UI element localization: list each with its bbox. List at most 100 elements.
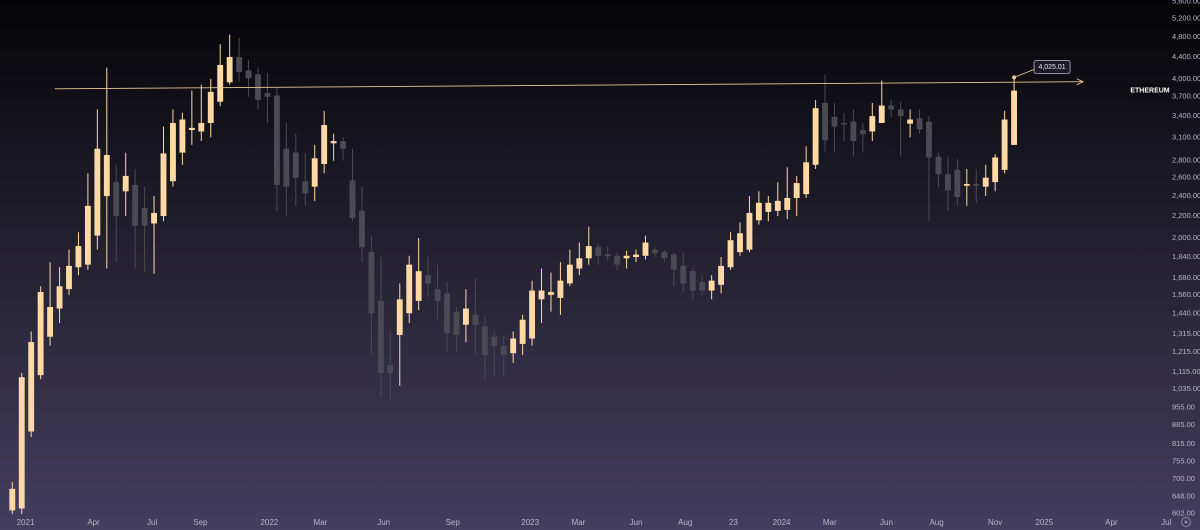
candle-body bbox=[916, 118, 923, 130]
candle-body bbox=[812, 108, 819, 165]
y-tick-label: 2,600.00 bbox=[1172, 173, 1200, 182]
candle-body bbox=[453, 311, 460, 335]
candle-body bbox=[151, 212, 157, 224]
annotation-point bbox=[1012, 75, 1017, 80]
y-tick-label: 4,400.00 bbox=[1172, 52, 1200, 61]
candle-body bbox=[198, 122, 205, 132]
candle-body bbox=[236, 56, 243, 73]
trendline-arrow bbox=[1076, 78, 1085, 86]
candle-body bbox=[793, 183, 800, 198]
candle-body bbox=[273, 95, 280, 185]
annotation-box bbox=[1033, 60, 1071, 74]
y-tick-label: 5,200.00 bbox=[1172, 14, 1200, 23]
candle-body bbox=[670, 254, 677, 270]
candle-body bbox=[765, 202, 772, 212]
candle-body bbox=[207, 91, 214, 123]
candle-body bbox=[406, 264, 413, 314]
y-tick-label: 5,600.00 bbox=[1172, 0, 1200, 6]
candle-body bbox=[944, 174, 951, 191]
x-tick-label: Jun bbox=[630, 518, 643, 527]
candle-body bbox=[831, 116, 838, 127]
candle-body bbox=[349, 180, 356, 219]
y-tick-label: 2,800.00 bbox=[1172, 156, 1200, 165]
y-tick-label: 755.00 bbox=[1172, 456, 1195, 465]
x-tick-label: 2023 bbox=[521, 518, 539, 527]
candle-body bbox=[708, 280, 715, 291]
candle-body bbox=[954, 169, 961, 198]
candle-body bbox=[689, 271, 696, 291]
y-tick-label: 2,200.00 bbox=[1172, 211, 1200, 220]
candle-body bbox=[926, 121, 932, 158]
y-tick-label: 1,315.00 bbox=[1172, 329, 1200, 338]
candle-body bbox=[302, 181, 309, 194]
candle-body bbox=[18, 377, 25, 509]
candle-body bbox=[623, 255, 630, 259]
candle-body bbox=[103, 155, 110, 197]
plot-area: 4,025.01 bbox=[9, 34, 1085, 515]
candle-body bbox=[283, 148, 290, 187]
candle-body bbox=[538, 290, 545, 300]
candle-body bbox=[642, 242, 649, 256]
candle-body bbox=[321, 125, 328, 164]
candle-body bbox=[359, 210, 365, 248]
y-tick-label: 1,035.00 bbox=[1172, 384, 1200, 393]
candle-body bbox=[746, 212, 753, 250]
candle-body bbox=[963, 183, 970, 186]
y-tick-label: 602.00 bbox=[1172, 508, 1195, 517]
candle-body bbox=[841, 122, 847, 125]
candle-body bbox=[992, 157, 999, 183]
y-tick-label: 4,000.00 bbox=[1172, 74, 1200, 83]
candle-body bbox=[1011, 90, 1017, 145]
y-tick-label: 648.00 bbox=[1172, 491, 1195, 500]
candle-body bbox=[680, 265, 687, 284]
x-tick-label: 2022 bbox=[260, 518, 278, 527]
y-tick-label: 4,800.00 bbox=[1172, 32, 1200, 41]
candle-body bbox=[434, 289, 441, 301]
candle-body bbox=[973, 183, 980, 186]
candle-body bbox=[37, 291, 44, 376]
x-tick-label: Apr bbox=[87, 518, 100, 527]
y-tick-label: 885.00 bbox=[1172, 420, 1195, 429]
candle-body bbox=[576, 258, 583, 269]
candle-body bbox=[652, 249, 658, 254]
candle-body bbox=[633, 254, 639, 258]
candle-body bbox=[850, 121, 857, 142]
y-tick-label: 1,680.00 bbox=[1172, 273, 1200, 282]
candle-body bbox=[188, 127, 195, 131]
candle-body bbox=[47, 306, 54, 337]
series-tag: ETHEREUM bbox=[1130, 87, 1169, 94]
candle-body bbox=[755, 202, 762, 221]
candle-body bbox=[292, 152, 299, 178]
y-tick-label: 815.00 bbox=[1172, 439, 1195, 448]
y-tick-label: 2,000.00 bbox=[1172, 233, 1200, 242]
candle-body bbox=[56, 286, 63, 309]
x-tick-label: Mar bbox=[571, 518, 585, 527]
candle-body bbox=[614, 255, 621, 265]
candle-body bbox=[548, 291, 554, 295]
candle-body bbox=[519, 319, 526, 344]
y-tick-label: 700.00 bbox=[1172, 474, 1195, 483]
settings-icon[interactable] bbox=[1181, 517, 1191, 527]
candle-body bbox=[500, 345, 507, 356]
candle-body bbox=[132, 184, 139, 226]
annotation-leader bbox=[1013, 69, 1035, 78]
candle-body bbox=[718, 265, 725, 285]
candle-body bbox=[557, 280, 564, 298]
x-tick-label: Aug bbox=[929, 518, 943, 527]
candle-body bbox=[774, 200, 781, 211]
candle-body bbox=[377, 300, 384, 374]
candle-body bbox=[510, 338, 517, 354]
y-tick-label: 3,400.00 bbox=[1172, 111, 1200, 120]
candle-body bbox=[907, 119, 914, 124]
candle-body bbox=[264, 93, 271, 97]
candle-body bbox=[28, 342, 35, 432]
candle-body bbox=[113, 182, 120, 217]
candle-body bbox=[595, 247, 602, 256]
candle-body bbox=[444, 293, 450, 334]
candle-body bbox=[585, 246, 592, 259]
candle-body bbox=[122, 175, 129, 192]
candle-body bbox=[170, 122, 176, 182]
candle-body bbox=[661, 252, 668, 259]
trendline bbox=[54, 81, 1084, 90]
